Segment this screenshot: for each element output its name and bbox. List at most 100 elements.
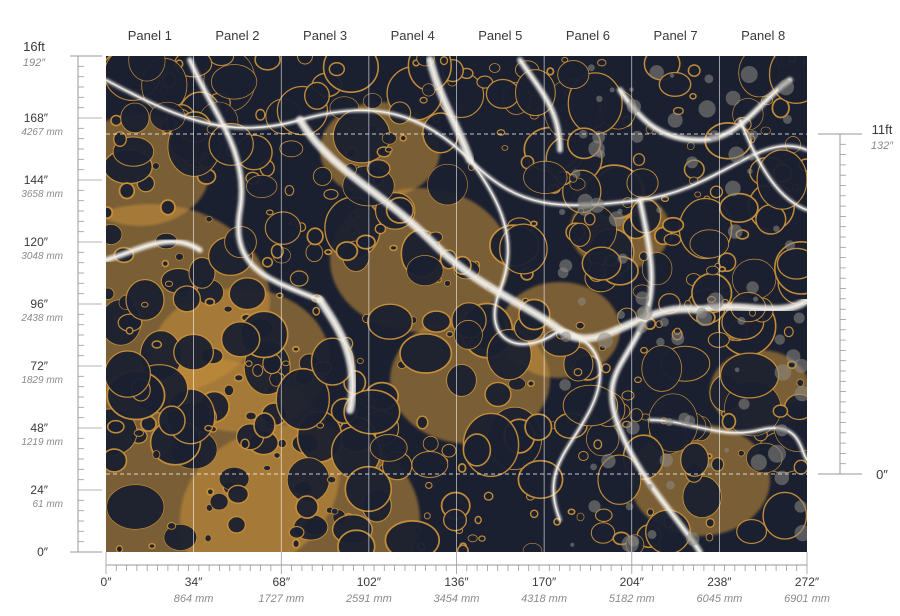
bottom-tick-label: 102″ [357, 575, 382, 589]
marble-spot [625, 502, 634, 511]
marble-spot [626, 99, 642, 114]
dark-cell [416, 415, 429, 430]
dark-cell [756, 149, 807, 210]
marble-spot [794, 524, 807, 542]
dark-cell [110, 114, 123, 127]
dark-cell [106, 350, 151, 398]
dark-cell [264, 211, 302, 245]
marble-spot [725, 180, 741, 197]
dark-cell [442, 508, 468, 532]
left-tick-label: 120″ [24, 235, 49, 249]
dark-cell [641, 345, 682, 392]
dark-cell [292, 345, 300, 353]
dark-cell [457, 463, 467, 473]
dark-cell [517, 459, 564, 500]
left-tick-label: 168″ [24, 111, 49, 125]
dark-cell [793, 459, 807, 475]
bottom-tick-label: 0″ [101, 575, 113, 589]
bottom-tick-sublabel: 5182 mm [609, 593, 655, 605]
dark-cell [422, 435, 439, 452]
dark-cell [286, 457, 330, 503]
dark-cell [760, 126, 771, 135]
dark-cell [783, 326, 794, 338]
bottom-tick-label: 272″ [795, 575, 820, 589]
bottom-tick-label: 34″ [185, 575, 203, 589]
dark-cell [205, 216, 213, 223]
dark-cell [305, 242, 324, 263]
dark-cell [323, 188, 339, 200]
marble-spot [786, 349, 801, 364]
marble-spot [768, 444, 786, 463]
marble-spot [707, 462, 712, 468]
dark-cell [586, 421, 620, 457]
dark-cell [707, 331, 730, 348]
dark-cell [421, 310, 452, 333]
dark-cell [106, 206, 114, 220]
dark-cell [211, 64, 258, 100]
bottom-tick-sublabel: 4318 mm [521, 593, 567, 605]
dark-cell [709, 185, 724, 199]
white-vein-core [739, 119, 807, 211]
left-tick-sublabel: 1219 mm [21, 437, 63, 448]
marble-spot [590, 463, 597, 471]
dark-cell [326, 475, 337, 484]
marble-spots [557, 64, 807, 552]
marble-spot [740, 66, 758, 83]
bottom-tick-label: 136″ [444, 575, 469, 589]
dark-cell [705, 517, 715, 528]
marble-spot [671, 332, 685, 346]
dark-cell [295, 495, 320, 519]
dark-cell [233, 373, 244, 382]
dark-cell [719, 352, 780, 399]
panel-label: Panel 1 [128, 28, 172, 43]
left-tick-sublabel: 3658 mm [21, 189, 63, 200]
marble-spot [669, 73, 675, 78]
dark-cell [289, 270, 309, 287]
dark-cell [226, 484, 250, 504]
dark-cell [483, 491, 494, 501]
marble-mural-image [106, 56, 807, 552]
bottom-tick-label: 170″ [532, 575, 557, 589]
marble-spot [709, 130, 720, 142]
marble-spot [707, 292, 725, 310]
dark-cell [291, 538, 301, 549]
marble-spot [678, 412, 691, 425]
marble-spot [773, 225, 780, 232]
marble-spot [774, 470, 790, 486]
dark-cell [106, 448, 128, 473]
marble-spot [738, 398, 750, 410]
marble-spot [588, 500, 601, 513]
bottom-tick-label: 204″ [620, 575, 645, 589]
dark-cell [282, 360, 290, 367]
dark-cell [362, 93, 382, 109]
right-top-sublabel: 132″ [871, 140, 894, 152]
dark-cell [125, 326, 134, 335]
dark-cell [772, 404, 789, 418]
dark-cell [406, 255, 444, 287]
dark-cell [529, 509, 539, 519]
dark-cell [776, 247, 807, 280]
panel-label: Panel 2 [215, 28, 259, 43]
marble-spot [734, 367, 740, 373]
marble-spot [647, 483, 653, 490]
panel-labels: Panel 1 Panel 2 Panel 3 Panel 4 Panel 5 Panel… [128, 28, 785, 43]
marble-spot [667, 112, 683, 128]
dark-cell [663, 233, 682, 246]
dark-cell [423, 512, 431, 520]
dark-cell [640, 346, 648, 354]
left-tick-label: 96″ [30, 297, 48, 311]
dark-cell [581, 246, 622, 281]
panel-label: Panel 5 [478, 28, 522, 43]
dark-cell [634, 376, 642, 384]
dark-cell [246, 174, 278, 198]
dark-cell [265, 209, 274, 216]
dark-cell [557, 60, 590, 90]
marble-spot [746, 281, 759, 294]
dark-cell [141, 301, 149, 308]
dark-cell [489, 63, 501, 73]
dark-cell [270, 243, 284, 259]
dark-cell [439, 56, 449, 66]
marble-spot [747, 168, 753, 174]
dark-cell [228, 277, 267, 311]
dark-cell [175, 252, 184, 261]
